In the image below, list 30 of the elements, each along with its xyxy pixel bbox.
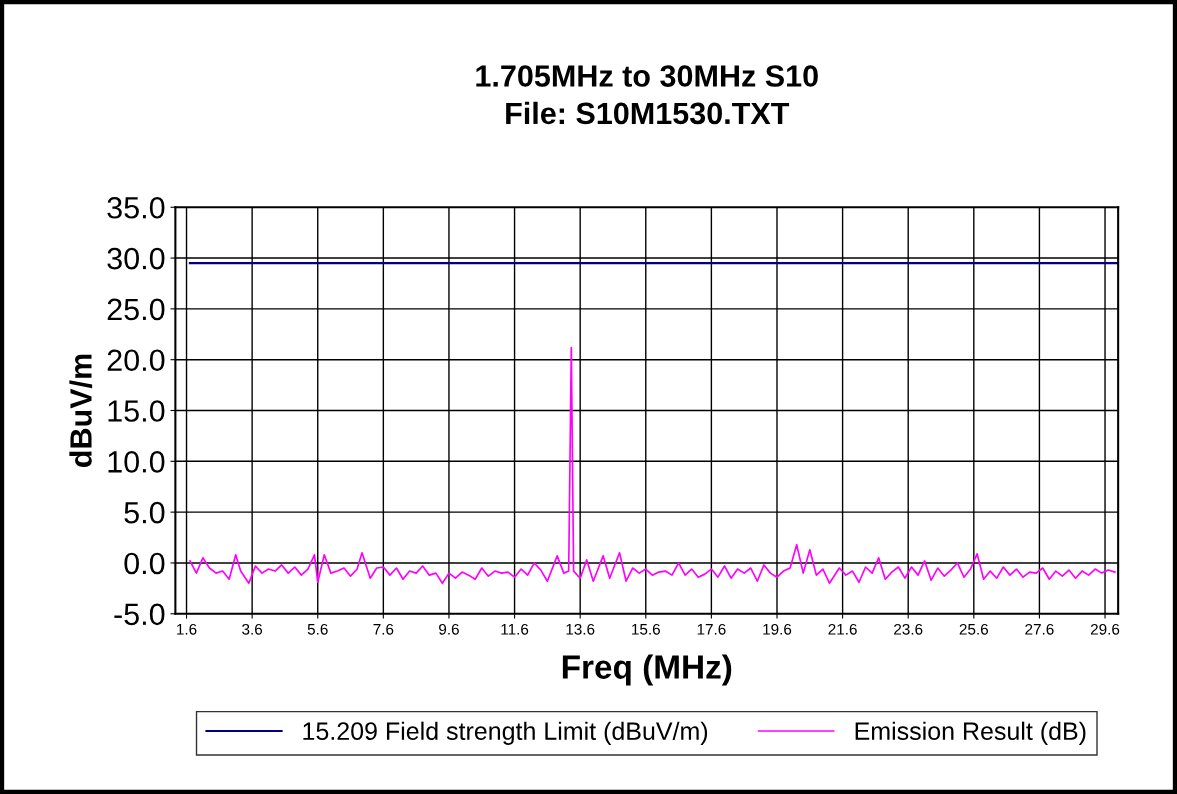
x-tick-label: 7.6 (373, 623, 394, 635)
y-tick-label: 15.0 (108, 400, 165, 422)
x-tick-label: 29.6 (1090, 623, 1120, 635)
x-tick-label: 11.6 (501, 623, 529, 635)
x-tick-label: 19.6 (763, 623, 792, 635)
y-tick-label: -5.0 (114, 603, 165, 626)
legend-label: Emission Result (dB) (855, 721, 1086, 745)
x-tick-label: 27.6 (1025, 623, 1054, 635)
x-tick-label: 9.6 (439, 623, 459, 635)
y-tick-label: 10.0 (108, 451, 165, 473)
x-tick-label: 23.6 (894, 623, 923, 635)
legend-label: 15.209 Field strength Limit (dBuV/m) (303, 721, 708, 745)
x-tick-label: 17.6 (697, 623, 726, 635)
x-tick-label: 13.6 (566, 623, 595, 635)
y-axis-title: dBuV/m (69, 354, 93, 467)
line-series (189, 346, 1116, 585)
x-tick-label: 25.6 (959, 623, 989, 635)
x-tick-label: 21.6 (828, 623, 857, 635)
y-tick-label: 30.0 (107, 247, 165, 270)
x-tick-label: 5.6 (307, 623, 328, 635)
y-tick-label: 25.0 (107, 298, 165, 321)
y-tick-label: 5.0 (124, 501, 165, 524)
x-tick-label: 15.6 (632, 623, 660, 635)
y-tick-label: 35.0 (107, 196, 165, 219)
y-tick-label: 0.0 (124, 552, 165, 575)
y-tick-label: 20.0 (107, 349, 165, 372)
x-tick-label: 1.6 (177, 623, 197, 635)
chart-title: 1.705MHz to 30MHz S10 File: S10M1530.TXT (476, 65, 818, 125)
x-tick-label: 3.6 (242, 623, 263, 635)
x-axis-title: Freq (MHz) (562, 654, 732, 686)
